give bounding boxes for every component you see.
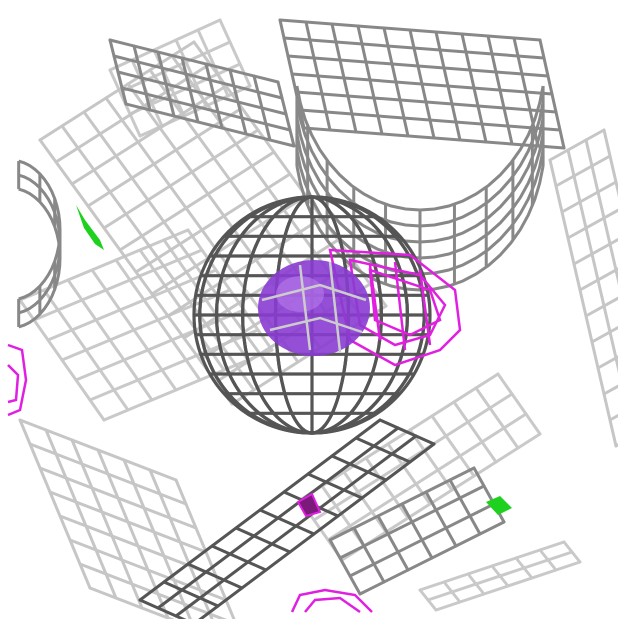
bottom-mid-mesh	[328, 466, 506, 596]
left-light-mesh-2	[18, 228, 274, 422]
density-blobs	[7, 205, 512, 614]
bottom-dark-mesh	[138, 418, 436, 619]
magenta-density-left	[7, 343, 28, 417]
right-light-mesh	[548, 128, 618, 448]
central-cage-front-lines	[261, 261, 367, 353]
top-right-dark-mesh	[278, 18, 566, 150]
bottom-right-light-mesh	[418, 540, 582, 612]
magenta-density-small	[296, 492, 322, 518]
top-left-dark-mesh	[108, 38, 296, 148]
magenta-density-bottom	[290, 588, 373, 614]
left-edge-cage	[17, 159, 62, 329]
violet-density-blob	[258, 260, 370, 356]
green-density-left	[76, 205, 104, 250]
green-density-right	[486, 496, 512, 515]
bottom-center-light-mesh	[298, 372, 542, 562]
